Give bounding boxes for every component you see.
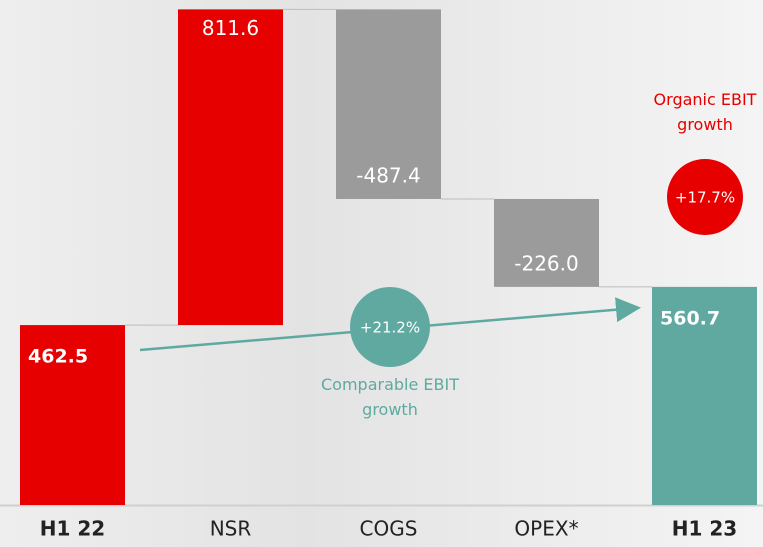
bar [20, 325, 125, 505]
badge-label: +21.2% [360, 319, 420, 337]
bar [178, 9, 283, 326]
x-tick-label: OPEX* [514, 517, 578, 541]
bar [494, 198, 599, 287]
annotation: Comparable EBIT growth [321, 375, 459, 419]
annotation: Organic EBIT growth [653, 90, 757, 134]
badge-circle [667, 159, 743, 235]
x-tick-label: H1 22 [40, 517, 105, 541]
value-label: -487.4 [356, 163, 420, 187]
x-tick-label: NSR [210, 517, 252, 541]
badge-label: +17.7% [675, 189, 735, 207]
bar [652, 286, 757, 505]
value-label: -226.0 [514, 251, 578, 275]
value-label: 560.7 [660, 307, 720, 329]
x-tick-label: H1 23 [672, 517, 737, 541]
badge-circle [350, 287, 430, 367]
x-tick-label: COGS [360, 517, 418, 541]
bar [336, 9, 441, 199]
value-label: 811.6 [202, 16, 259, 40]
value-label: 462.5 [28, 346, 88, 368]
